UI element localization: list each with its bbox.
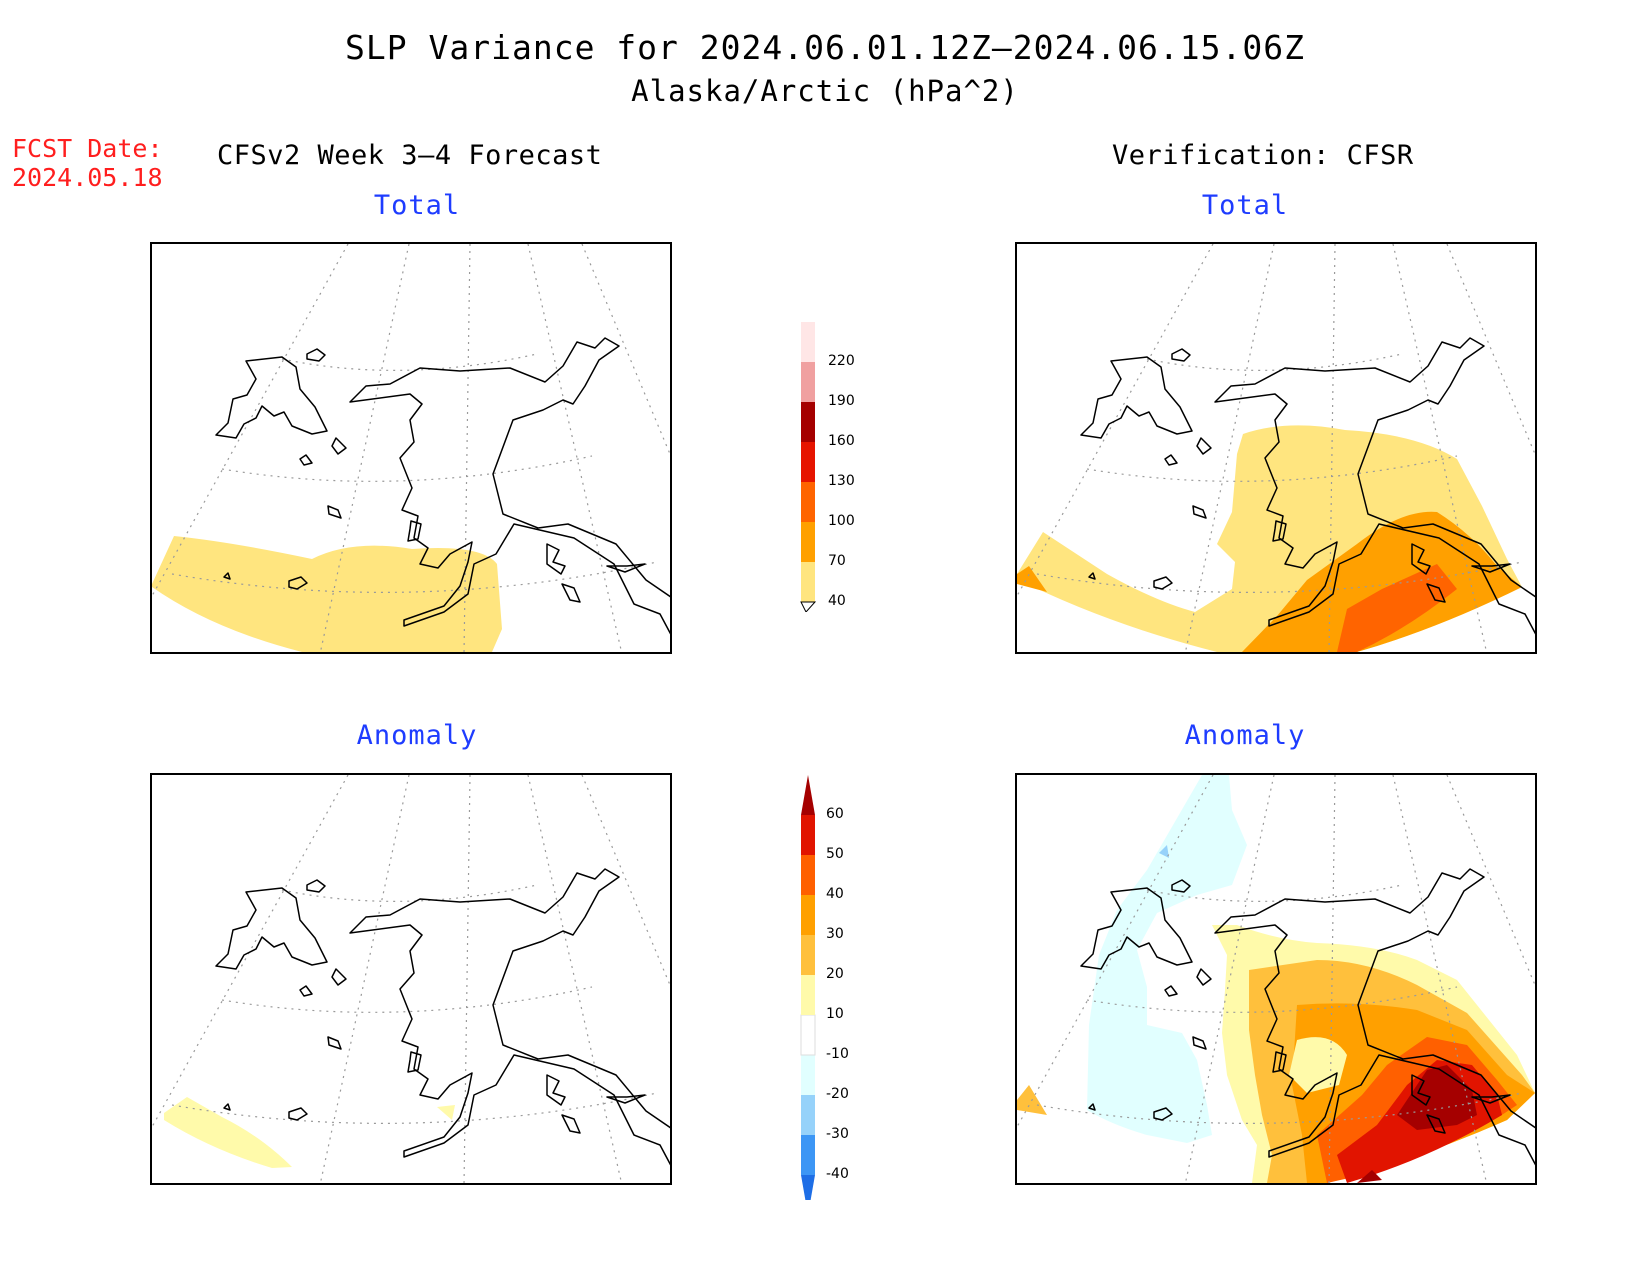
anomaly-colorbar-label: -20 [826,1086,849,1102]
anomaly-colorbar-box [801,775,815,815]
anomaly-colorbar-box [801,1135,815,1175]
total-colorbar-label: 130 [828,473,855,489]
forecast-column-header: CFSv2 Week 3—4 Forecast [217,140,603,171]
anomaly-colorbar-box [801,975,815,1015]
anomaly-colorbar-label: -10 [826,1046,849,1062]
anomaly-colorbar-box [801,815,815,855]
total-colorbar-box [801,442,815,482]
total-colorbar-label: 70 [828,553,846,569]
total-colorbar-label: 190 [828,393,855,409]
verification-total-map [1015,242,1537,654]
verification-anomaly-map [1015,773,1537,1185]
anomaly-colorbar-label: -40 [826,1166,849,1182]
anomaly-colorbar-box [801,1055,815,1095]
fcst-date-value: 2024.05.18 [12,163,163,192]
anomaly-colorbar-label: 20 [826,966,844,982]
contour-neg10-neg20 [1087,775,1247,1143]
contour-100-130 [1337,564,1457,652]
verification-column-header: Verification: CFSR [1112,140,1414,171]
main-subtitle: Alaska/Arctic (hPa^2) [631,74,1019,108]
forecast-anomaly-title: Anomaly [356,720,478,751]
total-colorbar-box [801,482,815,522]
contour-10-20 [164,1097,292,1168]
anomaly-colorbar-box [801,935,815,975]
total-colorbar-box [801,402,815,442]
total-colorbar-box [801,562,815,602]
anomaly-colorbar-box [801,1175,815,1215]
verification-total-title: Total [1201,190,1289,221]
total-colorbar-min-arrow [800,601,817,613]
anomaly-colorbar-label: 30 [826,926,844,942]
anomaly-colorbar-label: 40 [826,886,844,902]
contour-10-20-small [437,1105,455,1120]
anomaly-colorbar-box [801,1095,815,1135]
forecast-anomaly-map [150,773,672,1185]
total-colorbar [796,282,818,616]
contour-40-70 [152,536,502,652]
total-colorbar-label: 40 [828,593,846,609]
anomaly-colorbar-label: 50 [826,846,844,862]
verification-anomaly-title: Anomaly [1184,720,1306,751]
main-title: SLP Variance for 2024.06.01.12Z—2024.06.… [345,28,1305,67]
anomaly-colorbar-box [801,895,815,935]
contour-70-100-west [1017,566,1047,592]
contour-10-20-inner [1289,1037,1347,1093]
anomaly-colorbar [796,750,818,1215]
contour-60-plus-south [1357,1170,1382,1183]
total-colorbar-label: 160 [828,433,855,449]
total-colorbar-box [801,322,815,362]
anomaly-colorbar-box [801,855,815,895]
total-colorbar-label: 100 [828,513,855,529]
fcst-date-label: FCST Date: [12,134,163,163]
total-colorbar-label: 220 [828,353,855,369]
anomaly-colorbar-box [800,1014,816,1056]
anomaly-colorbar-label: 60 [826,806,844,822]
forecast-total-map [150,242,672,654]
forecast-total-title: Total [373,190,461,221]
anomaly-colorbar-label: 10 [826,1006,844,1022]
anomaly-colorbar-label: -30 [826,1126,849,1142]
total-colorbar-box [801,362,815,402]
total-colorbar-box [801,522,815,562]
contour-neg20-neg30 [1159,845,1169,858]
